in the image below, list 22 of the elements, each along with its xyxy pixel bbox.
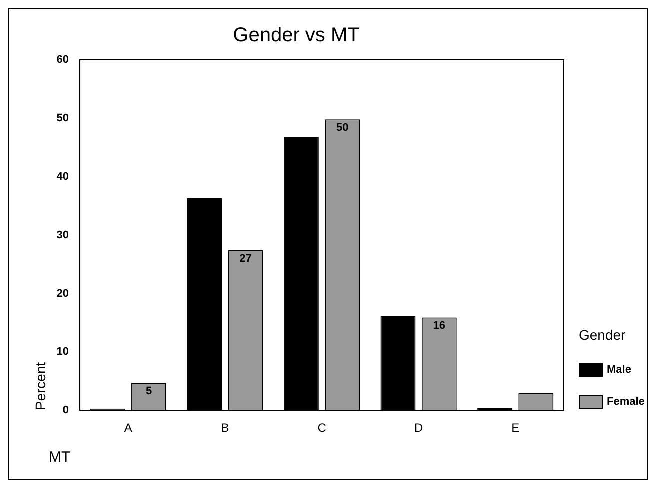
x-tick-label: A [124, 421, 132, 436]
y-tick-label: 10 [56, 346, 70, 358]
y-tick-label: 60 [56, 54, 70, 66]
x-tick-label: C [318, 421, 327, 436]
y-tick-label: 40 [56, 170, 70, 183]
data-label: 16 [433, 320, 446, 332]
legend-title: Gender [579, 327, 627, 343]
legend-label: Female [606, 395, 645, 409]
data-label: 5 [146, 386, 152, 398]
y-tick-label: 20 [56, 288, 70, 300]
x-tick-label: B [221, 421, 230, 436]
x-tick-label: E [512, 421, 520, 436]
data-label: 27 [240, 253, 252, 266]
chart-title: Gender vs MT [233, 24, 360, 47]
data-label: 50 [336, 122, 349, 134]
y-axis-title: Percent [32, 362, 48, 411]
y-tick-label: 0 [62, 404, 70, 417]
x-axis-title: MT [49, 449, 71, 466]
y-tick-label: 50 [56, 112, 70, 124]
y-tick-label: 30 [56, 229, 70, 242]
legend-label: Male [606, 363, 632, 377]
x-tick-label: D [414, 421, 424, 436]
